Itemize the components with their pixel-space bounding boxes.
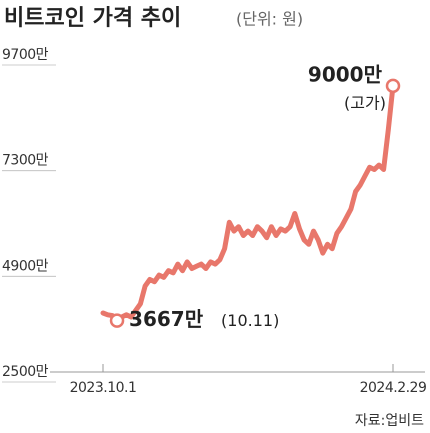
chart-title: 비트코인 가격 추이	[4, 6, 181, 31]
x-tick-label: 2024.2.29	[360, 380, 427, 396]
y-tick-label: 4900만	[2, 258, 49, 274]
source: 자료:업비트	[355, 413, 424, 429]
annotation-note: (10.11)	[221, 311, 279, 330]
annotation-value: 3667만	[129, 307, 204, 331]
y-tick-label: 7300만	[2, 153, 49, 169]
chart-subtitle: (단위: 원)	[236, 10, 303, 29]
x-tick-label: 2023.10.1	[70, 380, 137, 396]
y-tick-label: 9700만	[2, 47, 49, 63]
point-marker	[385, 78, 401, 94]
annotation-value: 9000만	[308, 62, 383, 86]
annotation-note: (고가)	[344, 93, 386, 112]
point-marker	[109, 313, 125, 328]
y-tick-label: 2500만	[2, 364, 49, 380]
price-line	[100, 83, 396, 324]
